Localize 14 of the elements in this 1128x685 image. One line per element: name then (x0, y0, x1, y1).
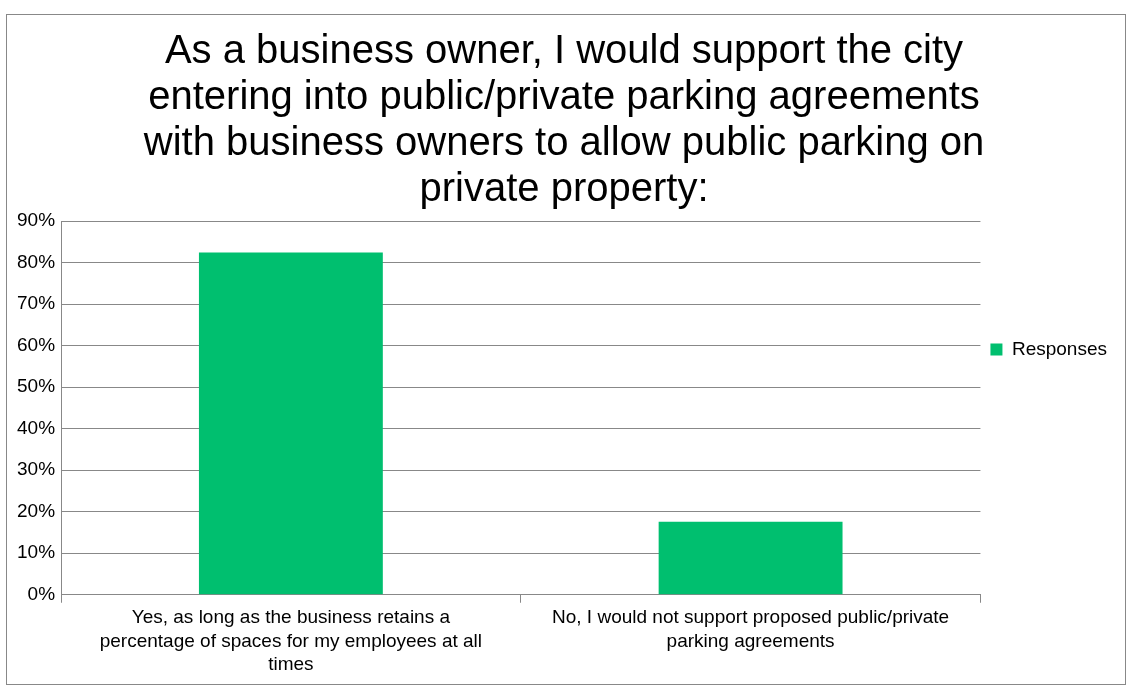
y-tick-label: 40% (17, 416, 56, 438)
y-tick-label: 70% (17, 292, 56, 314)
legend-label: Responses (1011, 337, 1108, 359)
chart-title: As a business owner, I would support the city entering into public/private parking agreements with business owners to allow public parking on private property: (142, 27, 985, 210)
y-tick-label: 50% (17, 375, 56, 397)
y-tick-label: 90% (17, 209, 56, 231)
y-tick-label: 10% (17, 541, 56, 563)
x-tick-label: Yes, as long as the business retains a percentage of spaces for my employees at all times (99, 605, 483, 675)
y-tick-label: 30% (17, 458, 56, 480)
y-tick-label: 60% (17, 333, 56, 355)
y-tick-label: 20% (17, 499, 56, 521)
y-tick-label: 0% (27, 582, 56, 604)
y-tick-label: 80% (17, 250, 56, 272)
x-tick-label: No, I would not support proposed public/private parking agreements (552, 605, 950, 651)
